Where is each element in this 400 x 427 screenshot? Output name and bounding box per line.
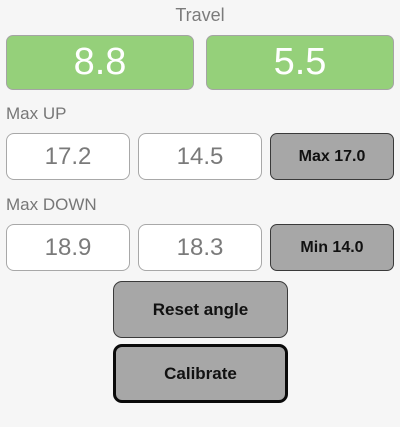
max-down-label: Max DOWN (6, 195, 97, 214)
max-up-label: Max UP (6, 104, 67, 123)
travel-title: Travel (175, 5, 225, 25)
travel-left-value: 8.8 (6, 35, 194, 90)
calibrate-button[interactable]: Calibrate (113, 344, 288, 403)
max-up-field-2[interactable]: 14.5 (138, 133, 262, 180)
travel-right-value: 5.5 (206, 35, 394, 90)
max-down-field-2[interactable]: 18.3 (138, 224, 262, 271)
max-up-field-1[interactable]: 17.2 (6, 133, 130, 180)
reset-angle-button[interactable]: Reset angle (113, 281, 288, 338)
max-down-field-1[interactable]: 18.9 (6, 224, 130, 271)
min-down-button[interactable]: Min 14.0 (270, 224, 394, 271)
max-up-button[interactable]: Max 17.0 (270, 133, 394, 180)
